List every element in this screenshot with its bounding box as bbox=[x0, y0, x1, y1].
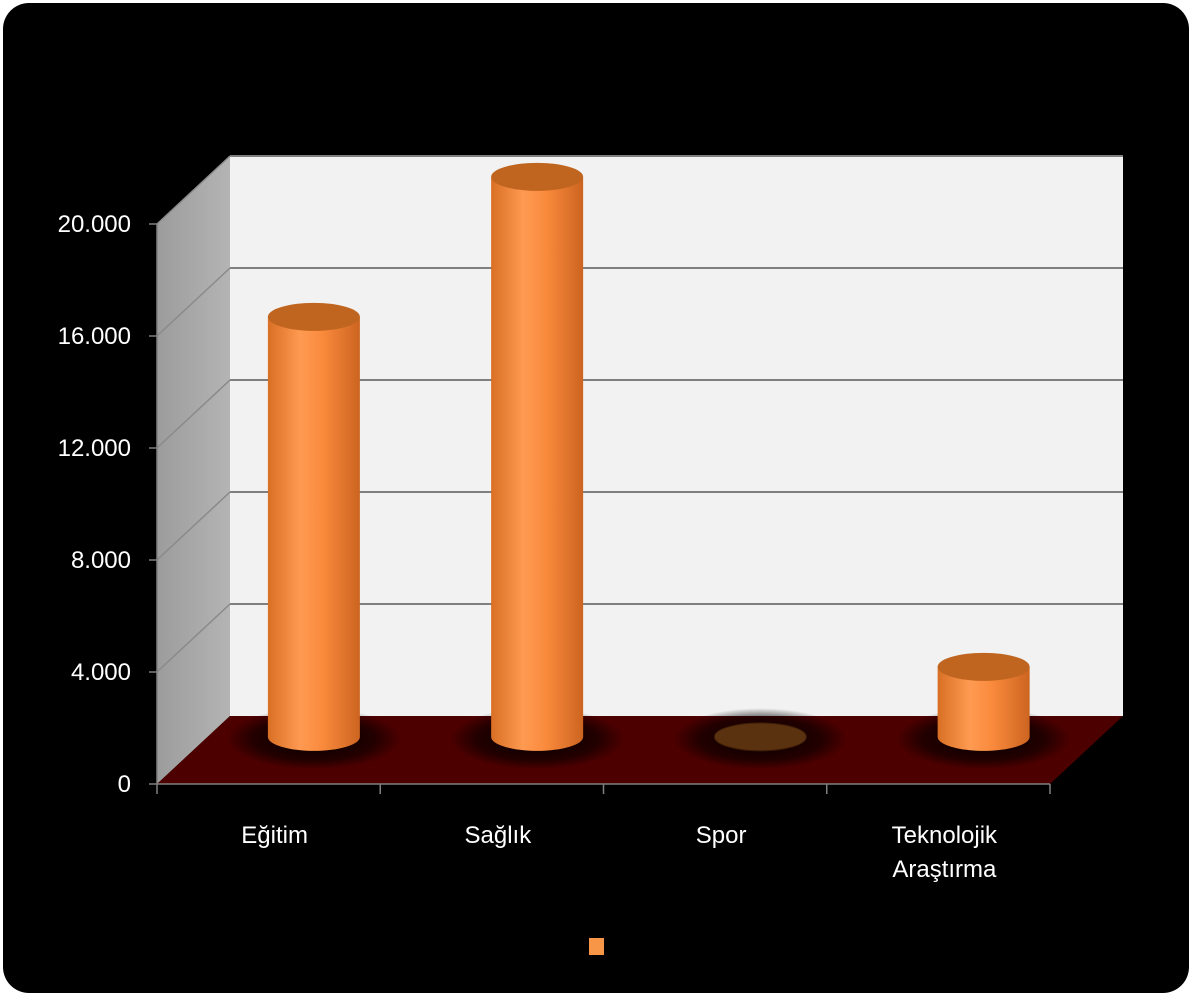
y-tick-label: 16.000 bbox=[58, 323, 131, 350]
y-tick-label: 8.000 bbox=[71, 547, 131, 574]
bar-body bbox=[491, 176, 584, 751]
gridline-side bbox=[156, 491, 231, 561]
bar-top bbox=[491, 162, 584, 191]
bar bbox=[672, 708, 848, 770]
bar bbox=[449, 162, 625, 770]
bar-top bbox=[267, 302, 360, 331]
legend-marker bbox=[589, 938, 604, 955]
gridline-side bbox=[156, 603, 231, 673]
bar-body bbox=[937, 666, 1030, 751]
side-wall bbox=[157, 156, 230, 784]
y-tick-label: 12.000 bbox=[58, 435, 131, 462]
gridline-side bbox=[156, 379, 231, 449]
gridline-side bbox=[156, 155, 231, 225]
y-tick-label: 4.000 bbox=[71, 659, 131, 686]
bar-top bbox=[937, 652, 1030, 681]
x-tick-label: Spor bbox=[696, 822, 747, 849]
gridline-side bbox=[156, 267, 231, 337]
y-tick-label: 0 bbox=[118, 771, 131, 798]
x-tick-label: Teknolojik Araştırma bbox=[892, 822, 998, 883]
bar-body bbox=[267, 316, 360, 751]
bar-top bbox=[713, 722, 807, 752]
x-tick-label: Sağlık bbox=[465, 822, 533, 849]
bar bbox=[226, 302, 402, 770]
y-tick-label: 20.000 bbox=[58, 211, 131, 238]
bar bbox=[896, 652, 1072, 770]
x-tick-label: Eğitim bbox=[241, 822, 308, 849]
back-wall bbox=[230, 156, 1123, 716]
